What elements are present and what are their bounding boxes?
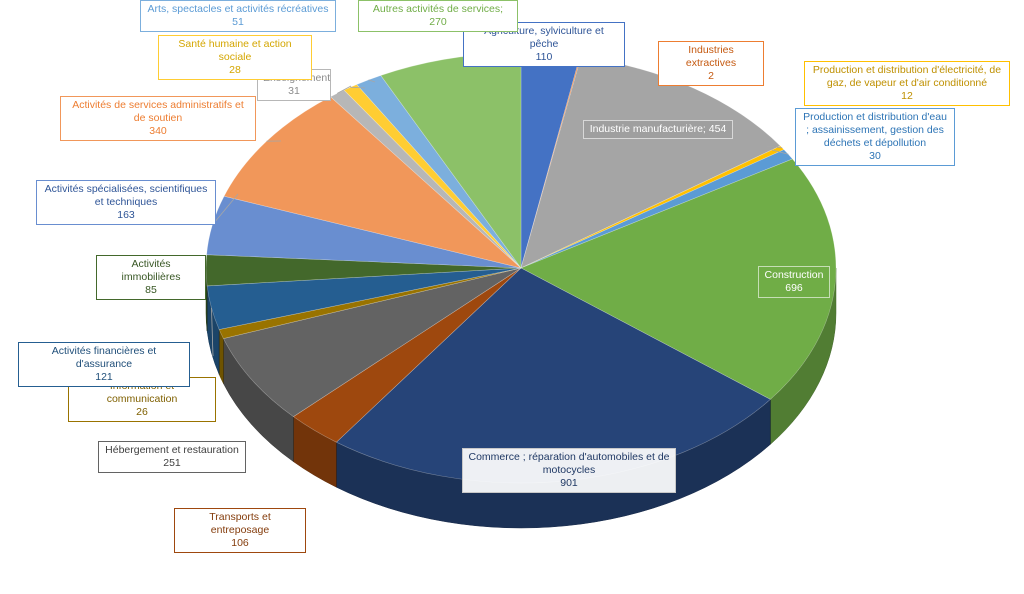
slice-label-name: Autres activités de services; 270 [372,3,504,28]
slice-label-name: Activités financières et d'assurance [51,345,157,370]
slice-label-value: 31 [288,85,300,97]
slice-label-13: Activités de services administratifs et … [60,96,256,141]
slice-label-value: 163 [117,209,135,221]
slice-7 [292,267,522,443]
slice-label-11: Activités immobilières 85 [96,255,206,300]
slice-label-value: 901 [560,477,578,489]
slice-label-10: Activités financières et d'assurance 121 [18,342,190,387]
slice-10 [206,267,522,330]
leader-line-14 [337,85,352,94]
slice-11 [205,254,522,287]
leader-line-16 [368,79,376,83]
leader-line-12 [212,193,239,226]
slice-label-8: Hébergement et restauration 251 [98,441,246,473]
slice-label-name: Hébergement et restauration [105,444,239,456]
slice-label-5: Construction 696 [758,266,830,298]
slice-label-7: Transports et entreposage 106 [174,508,306,553]
slice-12 [206,195,522,269]
slice-label-value: 696 [785,282,803,294]
slice-label-value: 85 [145,284,157,296]
slice-label-15: Santé humaine et action sociale 28 [158,35,312,80]
slice-9 [218,267,522,339]
leader-line-15 [350,86,366,89]
slice-label-value: 121 [95,371,113,383]
slice-label-name: Activités de services administratifs et … [72,99,244,124]
slice-5 [520,158,837,400]
slice-label-value: 110 [535,51,553,63]
slice-label-value: 26 [136,406,148,418]
slice-3 [520,145,785,269]
slice-label-name: Production et distribution d'eau ; assai… [803,111,947,149]
pie-sides [205,267,837,529]
pie-slices [205,52,837,484]
slice-label-1: Industries extractives 2 [658,41,764,86]
slice-label-value: 12 [901,90,913,102]
slice-label-name: Construction [764,269,824,281]
slice-label-value: 340 [149,125,167,137]
slice-label-value: 28 [229,64,241,76]
slice-label-name: Santé humaine et action sociale [178,38,292,63]
slice-label-16: Arts, spectacles et activités récréative… [140,0,336,32]
slice-label-4: Production et distribution d'eau ; assai… [795,108,955,166]
leader-line-10 [211,307,214,357]
slice-label-name: Arts, spectacles et activités récréative… [147,3,329,15]
slice-label-value: 251 [163,457,181,469]
slice-8 [223,267,522,418]
slice-label-name: Transports et entreposage [209,511,271,536]
leader-line-3 [765,145,783,149]
slice-label-value: 51 [232,16,244,28]
slice-label-name: Industries extractives [685,44,737,69]
slice-label-name: Production et distribution d'électricité… [812,64,1002,89]
slice-label-12: Activités spécialisées, scientifiques et… [36,180,216,225]
slice-label-name: Commerce ; réparation d'automobiles et d… [468,451,670,476]
slice-label-17: Autres activités de services; 270 [358,0,518,32]
slice-label-3: Production et distribution d'électricité… [804,61,1010,106]
slice-label-value: 2 [708,70,714,82]
leader-lines [211,79,789,357]
slice-label-name: Activités spécialisées, scientifiques et… [44,183,208,208]
slice-label-name: Industrie manufacturière; 454 [589,123,727,135]
slice-label-name: Activités immobilières [121,258,181,283]
slice-label-value: 106 [231,537,249,549]
slice-label-value: 30 [869,150,881,162]
slice-label-6: Commerce ; réparation d'automobiles et d… [462,448,676,493]
slice-label-2: Industrie manufacturière; 454 [583,120,733,139]
leader-line-4 [771,149,789,155]
slice-4 [520,149,793,269]
